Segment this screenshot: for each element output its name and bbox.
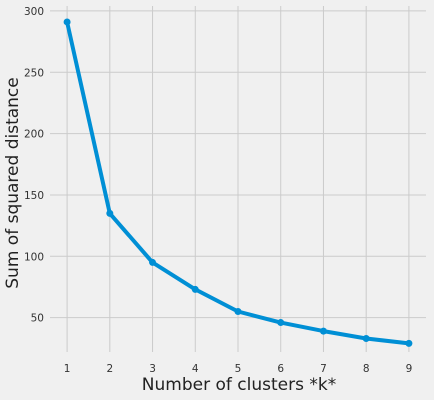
y-tick-label: 200 xyxy=(24,129,44,141)
data-point xyxy=(149,258,157,266)
x-axis-label: Number of clusters *k* xyxy=(142,375,336,395)
series-layer xyxy=(63,18,413,347)
x-tick-label: 2 xyxy=(106,363,113,375)
data-point xyxy=(319,327,327,335)
x-tick-label: 5 xyxy=(235,363,242,375)
x-tick-label: 8 xyxy=(363,363,370,375)
data-point xyxy=(191,285,199,293)
data-point xyxy=(277,319,285,327)
x-tick-label: 4 xyxy=(192,363,199,375)
x-tick-label: 7 xyxy=(320,363,327,375)
y-tick-label: 300 xyxy=(24,6,44,18)
x-tick-label: 9 xyxy=(406,363,413,375)
data-point xyxy=(106,209,114,217)
x-tick-label: 6 xyxy=(277,363,284,375)
y-tick-label: 250 xyxy=(24,67,44,79)
data-point xyxy=(234,308,242,316)
data-point xyxy=(405,339,413,347)
grid xyxy=(50,6,426,352)
y-tick-label: 150 xyxy=(24,190,44,202)
data-point xyxy=(362,335,370,343)
y-tick-label: 100 xyxy=(24,251,44,263)
x-tick-label: 3 xyxy=(149,363,156,375)
tick-labels: 1 2 3 4 5 6 7 8 9 50 100 150 200 250 300 xyxy=(24,6,412,375)
y-tick-label: 50 xyxy=(31,313,44,325)
x-tick-label: 1 xyxy=(64,363,71,375)
y-axis-label: Sum of squared distance xyxy=(3,77,23,288)
data-point xyxy=(63,18,71,26)
